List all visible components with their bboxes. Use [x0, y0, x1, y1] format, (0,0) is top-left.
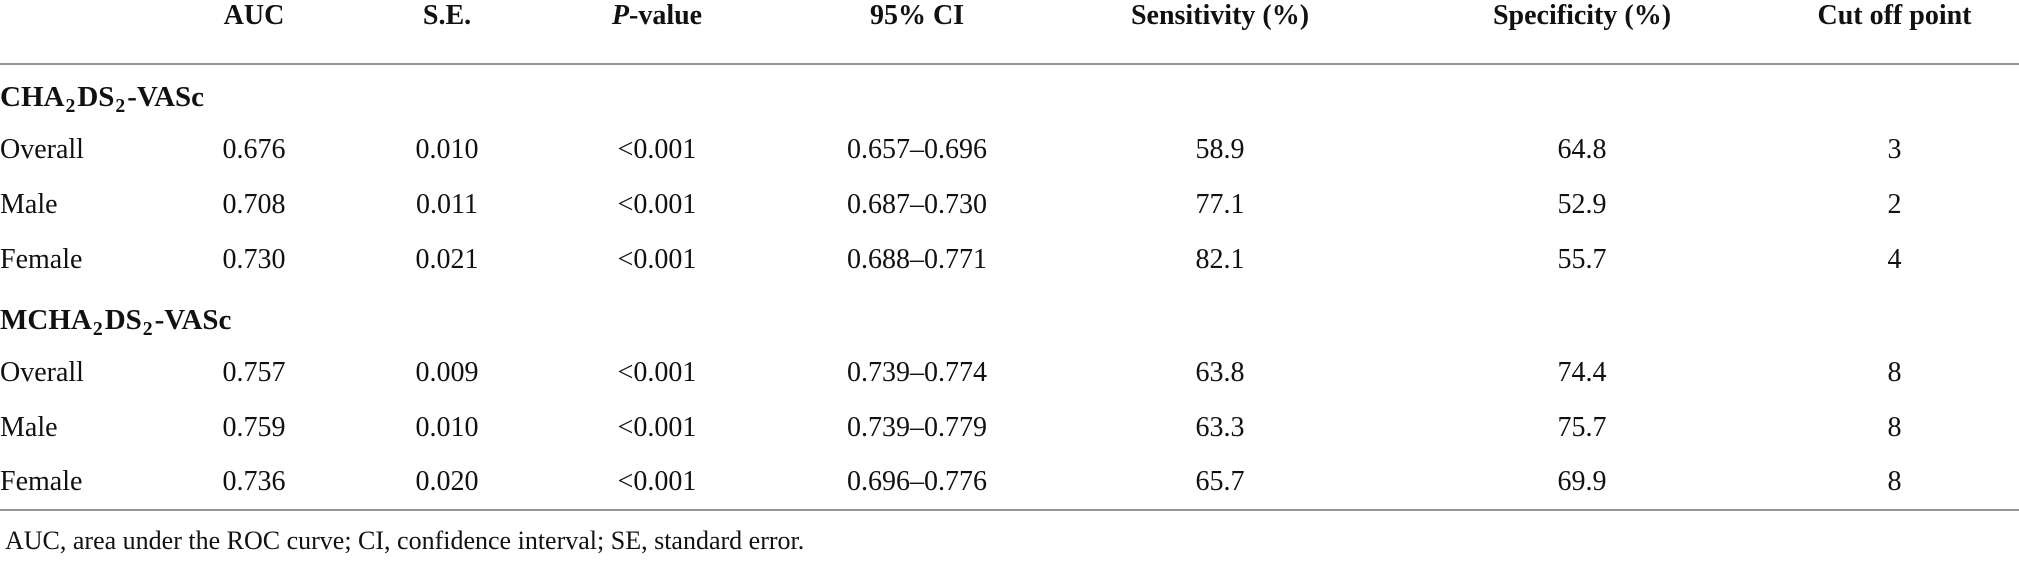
row-label-column-header	[0, 0, 140, 65]
se-cell: 0.020	[415, 466, 479, 497]
pvalue-cell: <0.001	[617, 188, 697, 220]
cutoff-cell: 3	[1887, 133, 1902, 165]
cutoff-cell: 8	[1887, 411, 1902, 443]
auc-cell: 0.708	[222, 188, 286, 220]
specificity-cell: 69.9	[1557, 466, 1607, 497]
se-cell: 0.010	[415, 411, 479, 443]
data-row-male: Male 0.708 0.011 <0.001 0.687–0.730 77.1…	[0, 177, 2019, 232]
ci-cell: 0.739–0.774	[847, 356, 987, 388]
data-row-male: Male 0.759 0.010 <0.001 0.739–0.779 63.3…	[0, 400, 2019, 455]
sensitivity-cell: 77.1	[1195, 188, 1245, 220]
pvalue-cell: <0.001	[617, 466, 697, 497]
pvalue-cell: <0.001	[617, 133, 697, 165]
data-row-female: Female 0.736 0.020 <0.001 0.696–0.776 65…	[0, 455, 2019, 510]
sensitivity-cell: 63.3	[1195, 411, 1245, 443]
sensitivity-cell: 58.9	[1195, 133, 1245, 165]
pvalue-italic-p: P	[611, 0, 629, 31]
auc-cell: 0.676	[222, 133, 286, 165]
table-footnote: AUC, area under the ROC curve; CI, confi…	[5, 526, 805, 555]
header-row: AUC S.E. P-value 95% CI Sensitivity (%) …	[0, 0, 2019, 65]
ci-cell: 0.657–0.696	[847, 133, 987, 165]
pvalue-cell: <0.001	[617, 356, 697, 388]
se-cell: 0.010	[415, 133, 479, 165]
se-column-header: S.E.	[368, 0, 526, 65]
specificity-cell: 64.8	[1557, 133, 1607, 165]
row-label: Male	[0, 411, 58, 443]
pvalue-cell: <0.001	[617, 243, 697, 275]
data-row-female: Female 0.730 0.021 <0.001 0.688–0.771 82…	[0, 232, 2019, 287]
row-label: Overall	[0, 133, 84, 165]
sensitivity-cell: 65.7	[1195, 466, 1245, 497]
sensitivity-cell: 82.1	[1195, 243, 1245, 275]
cutoff-cell: 4	[1887, 243, 1902, 275]
sensitivity-column-header: Sensitivity (%)	[1046, 0, 1394, 65]
ci-cell: 0.696–0.776	[847, 466, 987, 497]
section-label: MCHA2DS2-VASc	[0, 304, 232, 340]
row-label: Female	[0, 466, 83, 497]
data-row-overall: Overall 0.676 0.010 <0.001 0.657–0.696 5…	[0, 122, 2019, 177]
specificity-cell: 52.9	[1557, 188, 1607, 220]
section-row-mcha2ds2-vasc: MCHA2DS2-VASc	[0, 287, 2019, 345]
pvalue-cell: <0.001	[617, 411, 697, 443]
section-row-cha2ds2-vasc: CHA2DS2-VASc	[0, 64, 2019, 122]
row-label: Overall	[0, 356, 84, 388]
specificity-cell: 74.4	[1557, 356, 1607, 388]
specificity-column-header: Specificity (%)	[1394, 0, 1770, 65]
row-label: Male	[0, 188, 58, 220]
se-cell: 0.011	[416, 188, 478, 220]
cutoff-cell: 8	[1887, 466, 1902, 497]
specificity-cell: 55.7	[1557, 243, 1607, 275]
specificity-cell: 75.7	[1557, 411, 1607, 443]
ci-cell: 0.688–0.771	[847, 243, 987, 275]
cutoff-cell: 8	[1887, 356, 1902, 388]
section-label: CHA2DS2-VASc	[0, 81, 205, 117]
cutoff-column-header: Cut off point	[1770, 0, 2019, 65]
data-row-overall: Overall 0.757 0.009 <0.001 0.739–0.774 6…	[0, 345, 2019, 400]
auc-cell: 0.736	[222, 466, 286, 497]
pvalue-rest: -value	[629, 0, 703, 31]
cutoff-cell: 2	[1887, 188, 1902, 220]
auc-cell: 0.757	[222, 356, 286, 388]
auc-column-header: AUC	[140, 0, 368, 65]
auc-cell: 0.759	[222, 411, 286, 443]
ci-cell: 0.739–0.779	[847, 411, 987, 443]
roc-analysis-table: AUC S.E. P-value 95% CI Sensitivity (%) …	[0, 0, 2019, 510]
ci-column-header: 95% CI	[788, 0, 1046, 65]
se-cell: 0.009	[415, 356, 479, 388]
row-label: Female	[0, 243, 83, 275]
sensitivity-cell: 63.8	[1195, 356, 1245, 388]
auc-cell: 0.730	[222, 243, 286, 275]
se-cell: 0.021	[415, 243, 479, 275]
ci-cell: 0.687–0.730	[847, 188, 987, 220]
pvalue-column-header: P-value	[526, 0, 788, 65]
